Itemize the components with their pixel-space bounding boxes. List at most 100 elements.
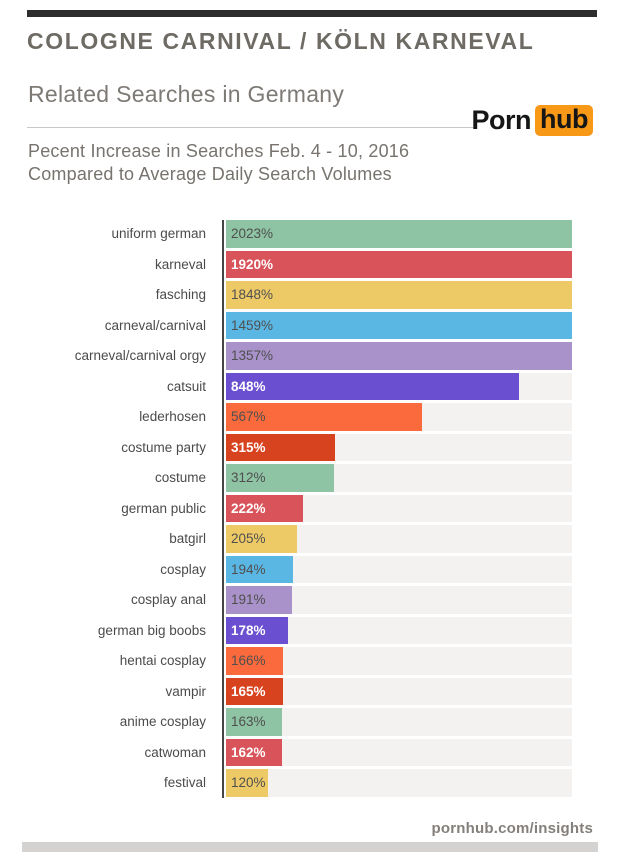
bar: 1920% bbox=[226, 250, 572, 278]
value-label: 178% bbox=[231, 622, 266, 638]
bar: 162% bbox=[226, 738, 283, 766]
bar: 312% bbox=[226, 464, 334, 492]
pornhub-logo: Porn hub bbox=[471, 105, 593, 136]
bar: 165% bbox=[226, 677, 284, 705]
bar: 1459% bbox=[226, 311, 572, 339]
chart-row: festival 120% bbox=[0, 769, 620, 797]
chart-subtitle: Related Searches in Germany bbox=[28, 81, 345, 107]
bar-track: 1357% bbox=[226, 342, 572, 370]
category-label: catwoman bbox=[144, 744, 206, 760]
bar-track: 848% bbox=[226, 372, 572, 400]
description-line-1: Pecent Increase in Searches Feb. 4 - 10,… bbox=[28, 141, 410, 161]
bar: 567% bbox=[226, 403, 423, 431]
value-label: 191% bbox=[231, 592, 266, 608]
bar-track: 120% bbox=[226, 769, 572, 797]
bar-track: 178% bbox=[226, 616, 572, 644]
bar: 163% bbox=[226, 708, 283, 736]
category-label: lederhosen bbox=[139, 409, 206, 425]
value-label: 315% bbox=[231, 439, 266, 455]
category-label: catsuit bbox=[166, 378, 206, 394]
bar: 222% bbox=[226, 494, 303, 522]
bar: 1357% bbox=[226, 342, 572, 370]
bar: 166% bbox=[226, 647, 284, 675]
bar-track: 567% bbox=[226, 403, 572, 431]
chart-row: catwoman 162% bbox=[0, 738, 620, 766]
value-label: 312% bbox=[231, 470, 266, 486]
chart-row: costume 312% bbox=[0, 464, 620, 492]
chart-row: german public 222% bbox=[0, 494, 620, 522]
value-label: 1920% bbox=[231, 256, 274, 272]
logo-text-hub: hub bbox=[535, 105, 593, 136]
chart-row: costume party 315% bbox=[0, 433, 620, 461]
chart-row: cosplay 194% bbox=[0, 555, 620, 583]
category-label: uniform german bbox=[111, 226, 206, 242]
value-label: 1357% bbox=[231, 348, 274, 364]
category-label: anime cosplay bbox=[119, 714, 206, 730]
chart-row: carneval/carnival 1459% bbox=[0, 311, 620, 339]
category-label: carneval/carnival orgy bbox=[74, 348, 206, 364]
chart-row: anime cosplay 163% bbox=[0, 708, 620, 736]
bar: 315% bbox=[226, 433, 335, 461]
bar-track: 165% bbox=[226, 677, 572, 705]
chart-row: cosplay anal 191% bbox=[0, 586, 620, 614]
value-label: 163% bbox=[231, 714, 266, 730]
category-label: german public bbox=[121, 500, 206, 516]
category-label: karneval bbox=[154, 256, 206, 272]
value-label: 2023% bbox=[231, 226, 274, 242]
bar-track: 163% bbox=[226, 708, 572, 736]
top-accent-bar bbox=[27, 10, 597, 17]
chart-row: batgirl 205% bbox=[0, 525, 620, 553]
category-label: hentai cosplay bbox=[119, 653, 206, 669]
bar-track: 315% bbox=[226, 433, 572, 461]
value-label: 162% bbox=[231, 744, 266, 760]
bar-track: 1920% bbox=[226, 250, 572, 278]
value-label: 1459% bbox=[231, 317, 274, 333]
bar: 191% bbox=[226, 586, 293, 614]
chart-description: Pecent Increase in Searches Feb. 4 - 10,… bbox=[28, 140, 409, 186]
bar-track: 1459% bbox=[226, 311, 572, 339]
bar: 848% bbox=[226, 372, 520, 400]
bar: 178% bbox=[226, 616, 288, 644]
value-label: 1848% bbox=[231, 287, 274, 303]
bar: 194% bbox=[226, 555, 294, 583]
category-label: carneval/carnival bbox=[104, 317, 206, 333]
bar-track: 194% bbox=[226, 555, 572, 583]
value-label: 205% bbox=[231, 531, 266, 547]
bar: 205% bbox=[226, 525, 297, 553]
logo-text-porn: Porn bbox=[471, 105, 532, 135]
category-label: cosplay bbox=[160, 561, 206, 577]
value-label: 194% bbox=[231, 561, 266, 577]
value-label: 848% bbox=[231, 378, 266, 394]
bar-track: 312% bbox=[226, 464, 572, 492]
chart-row: catsuit 848% bbox=[0, 372, 620, 400]
bar-track: 205% bbox=[226, 525, 572, 553]
bar: 1848% bbox=[226, 281, 572, 309]
bar: 2023% bbox=[226, 220, 572, 248]
category-label: costume party bbox=[121, 439, 206, 455]
chart-row: lederhosen 567% bbox=[0, 403, 620, 431]
bar-track: 222% bbox=[226, 494, 572, 522]
chart-row: german big boobs 178% bbox=[0, 616, 620, 644]
chart-row: karneval 1920% bbox=[0, 250, 620, 278]
value-label: 166% bbox=[231, 653, 266, 669]
value-label: 222% bbox=[231, 500, 266, 516]
category-label: vampir bbox=[165, 683, 206, 699]
chart-row: hentai cosplay 166% bbox=[0, 647, 620, 675]
chart-row: carneval/carnival orgy 1357% bbox=[0, 342, 620, 370]
value-label: 165% bbox=[231, 683, 266, 699]
bar-chart: uniform german 2023% karneval 1920% fasching… bbox=[0, 220, 620, 800]
category-label: cosplay anal bbox=[130, 592, 206, 608]
category-label: costume bbox=[154, 470, 206, 486]
category-label: fasching bbox=[155, 287, 206, 303]
bar-track: 2023% bbox=[226, 220, 572, 248]
category-label: batgirl bbox=[169, 531, 206, 547]
chart-row: fasching 1848% bbox=[0, 281, 620, 309]
category-label: german big boobs bbox=[97, 622, 206, 638]
divider-line bbox=[27, 127, 474, 128]
value-label: 120% bbox=[231, 775, 266, 791]
chart-row: vampir 165% bbox=[0, 677, 620, 705]
value-label: 567% bbox=[231, 409, 266, 425]
chart-row: uniform german 2023% bbox=[0, 220, 620, 248]
bar-track: 1848% bbox=[226, 281, 572, 309]
